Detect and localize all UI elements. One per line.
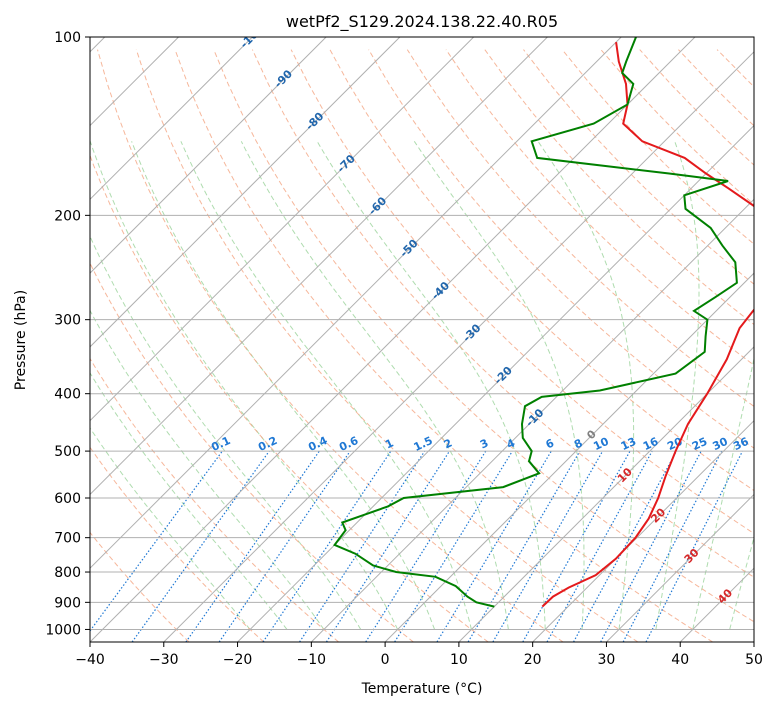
dry-adiabat <box>445 49 754 366</box>
mixing-ratio-line <box>522 450 631 642</box>
dry-adiabat <box>90 262 414 642</box>
isotherm-line <box>90 37 327 274</box>
mixing-ratio-line <box>645 450 744 642</box>
dewpoint-profile <box>333 37 738 608</box>
isotherm-line <box>384 272 754 642</box>
x-tick-label: 10 <box>450 652 468 668</box>
isotherm-line <box>90 37 475 422</box>
y-tick-label: 400 <box>54 387 81 403</box>
mixing-ratio-line <box>600 450 702 642</box>
y-tick-label: 700 <box>54 531 81 547</box>
mixing-ratio-line <box>185 450 320 642</box>
x-tick-label: 20 <box>524 652 542 668</box>
mixing-ratio-line <box>365 450 487 642</box>
mixing-ratio-label: 25 <box>690 435 709 453</box>
isotherm-line <box>606 493 754 642</box>
x-axis-label: Temperature (°C) <box>361 681 483 697</box>
moist-adiabat <box>131 141 436 630</box>
temperature-profile <box>541 41 754 608</box>
mixing-ratio-label: 30 <box>711 435 731 453</box>
mixing-ratio-label: 13 <box>619 435 638 453</box>
dry-adiabat <box>135 49 639 642</box>
dry-adiabat <box>290 49 754 535</box>
x-tick-label: 30 <box>598 652 616 668</box>
mixing-ratio-line <box>299 450 426 642</box>
x-tick-label: 0 <box>381 652 390 668</box>
isotherm-line <box>310 198 754 642</box>
mixing-ratio-line <box>622 450 723 642</box>
y-tick-label: 800 <box>54 565 81 581</box>
mixing-ratio-line <box>573 450 677 642</box>
mixing-ratio-line <box>325 450 450 642</box>
moist-adiabat <box>655 141 700 630</box>
y-tick-label: 100 <box>54 30 81 46</box>
x-tick-label: −40 <box>75 652 105 668</box>
y-axis-label: Pressure (hPa) <box>13 290 29 390</box>
isotherm-line <box>163 51 754 642</box>
moist-adiabat <box>692 356 754 630</box>
isotherms <box>90 37 754 642</box>
isotherm-line <box>90 37 253 201</box>
dry-adiabat <box>251 49 754 578</box>
y-tick-label: 600 <box>54 491 81 507</box>
x-tick-label: 40 <box>671 652 689 668</box>
mixing-ratio-labels: 0.1 0.2 0.4 0.6 1 1.5 2 3 4 6 8 10 13 16 20 25 30 36 <box>209 434 751 454</box>
y-tick-label: 1000 <box>45 622 81 638</box>
x-axis: −40 −30 −20 −10 0 10 20 30 40 50 <box>75 642 763 668</box>
sounding-profiles <box>333 37 754 608</box>
dry-adiabat <box>90 531 190 642</box>
mixing-ratio-line <box>131 450 270 642</box>
x-tick-label: −20 <box>223 652 253 668</box>
dry-adiabat <box>368 49 754 449</box>
x-tick-label: 50 <box>745 652 763 668</box>
mixing-ratio-label: 10 <box>591 435 611 453</box>
dry-adiabat <box>484 49 754 326</box>
dry-adiabat <box>90 446 265 642</box>
chart-title: wetPf2_S129.2024.138.22.40.R05 <box>286 12 558 32</box>
isobars <box>90 37 754 630</box>
y-axis: 100 200 300 400 500 600 700 800 900 1000 <box>45 30 90 638</box>
moist-adiabat <box>90 235 362 630</box>
y-tick-label: 900 <box>54 595 81 611</box>
isotherm-line <box>90 37 401 348</box>
y-tick-label: 200 <box>54 208 81 224</box>
y-tick-label: 300 <box>54 313 81 329</box>
dry-adiabat <box>90 357 339 642</box>
isotherm-line <box>90 37 696 642</box>
moist-adiabat <box>240 141 509 630</box>
plot-frame <box>89 36 755 643</box>
moist-adiabat <box>90 427 251 630</box>
mixing-ratio-lines <box>90 450 744 642</box>
dry-adiabat <box>213 49 754 623</box>
x-tick-label: −10 <box>297 652 327 668</box>
mixing-ratio-line <box>90 450 223 632</box>
mixing-ratio-line <box>394 450 513 642</box>
isotherm-line <box>90 37 548 496</box>
moist-adiabat <box>729 535 754 630</box>
dry-adiabat <box>406 49 754 408</box>
mixing-ratio-label: 36 <box>731 435 751 453</box>
dry-adiabat <box>90 154 489 642</box>
moist-adiabat <box>90 309 325 630</box>
isotherm-line <box>90 37 622 569</box>
x-tick-label: −30 <box>149 652 179 668</box>
y-tick-label: 500 <box>54 444 81 460</box>
mixing-ratio-line <box>218 450 351 642</box>
mixing-ratio-label: 16 <box>641 435 661 453</box>
moist-adiabat <box>90 141 399 630</box>
isotherm-line <box>458 346 754 642</box>
